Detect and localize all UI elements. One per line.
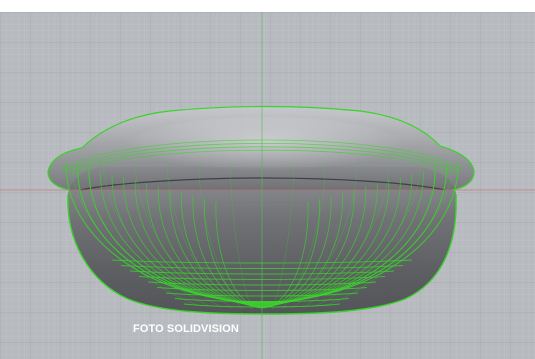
body-silhouette-curve (67, 193, 457, 315)
rim-outline-curve (47, 105, 475, 191)
wireframe-rib (321, 167, 453, 307)
viewport-canvas[interactable] (0, 12, 535, 359)
photo-credit-caption: FOTO SOLIDVISION (133, 323, 239, 335)
inner-rim-edge (79, 177, 446, 191)
wireframe-rib (291, 164, 358, 309)
wireframe-rib (281, 163, 326, 309)
wireframe-rib (230, 162, 253, 310)
wireframe-rib (271, 162, 294, 310)
wireframe-rib (71, 167, 203, 307)
wireframe-rib (311, 166, 421, 307)
wireframe-rib (166, 164, 233, 309)
wireframe-rim-curve (59, 139, 463, 171)
rim-outline-left-curve (47, 171, 71, 191)
wireframe-rim-curve (71, 149, 451, 176)
wireframe-rib (198, 163, 243, 309)
wireframe-rim-curve (63, 143, 459, 172)
3d-viewport[interactable] (0, 12, 535, 359)
wireframe-rib (103, 166, 213, 307)
wireframe-rim-curve (67, 146, 455, 174)
surface-crease (139, 201, 396, 213)
bowl-scan-model[interactable] (47, 105, 475, 315)
